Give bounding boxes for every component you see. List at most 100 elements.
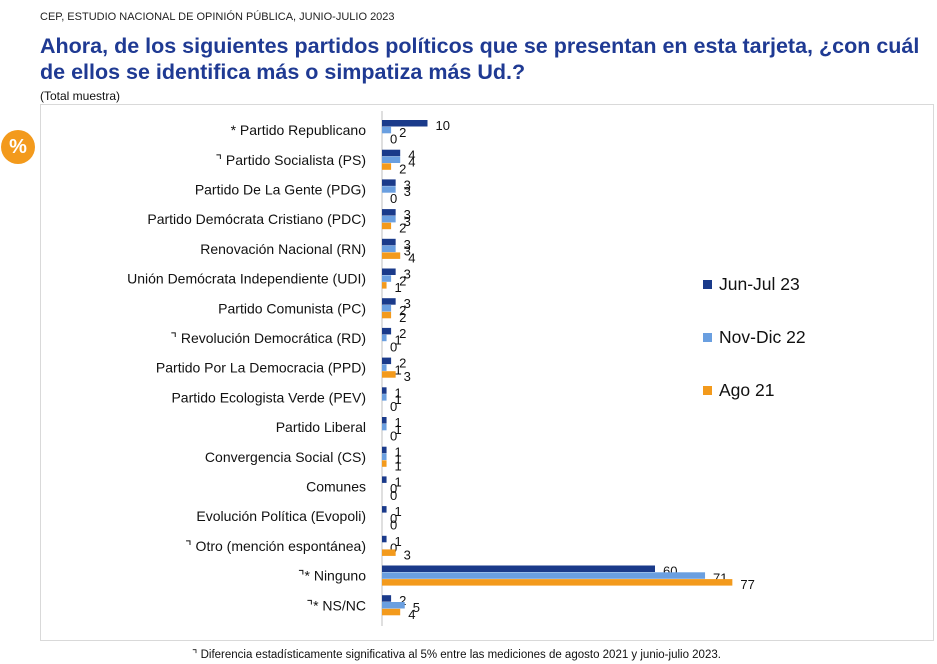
data-label: 1 (395, 504, 402, 519)
data-label: 3 (404, 369, 411, 384)
data-label: 4 (408, 250, 415, 265)
bar (382, 222, 392, 230)
bar (382, 565, 655, 572)
category-label: Partido Ecologista Verde (PEV) (171, 389, 366, 405)
legend-item-jun-jul-23: Jun-Jul 23 (703, 274, 800, 295)
data-label: 0 (390, 481, 397, 496)
data-label: 3 (404, 177, 411, 192)
data-label: 0 (390, 511, 397, 526)
data-label: 1 (395, 422, 402, 437)
category-label: Partido Demócrata Cristiano (PDC) (147, 211, 366, 227)
data-label: 1 (395, 445, 402, 460)
data-label: 0 (390, 132, 397, 147)
bar (382, 371, 396, 378)
legend-label-nov-dic-22: Nov-Dic 22 (719, 327, 806, 347)
data-label: 0 (390, 399, 397, 414)
bar (382, 535, 387, 543)
bar (382, 364, 387, 371)
data-label: 0 (390, 191, 397, 206)
legend-item-nov-dic-22: Nov-Dic 22 (703, 327, 806, 348)
data-label: 0 (390, 488, 397, 503)
bar (382, 572, 706, 579)
bar (382, 275, 392, 282)
category-label: Renovación Nacional (RN) (200, 241, 366, 257)
bar (382, 453, 387, 460)
data-label: 2 (399, 303, 406, 318)
data-label: 3 (404, 184, 411, 199)
category-label: Partido Liberal (276, 419, 366, 435)
bar (382, 186, 396, 193)
legend-swatch-nov-dic-22 (703, 333, 712, 342)
category-label: Partido De La Gente (PDG) (195, 181, 366, 197)
legend-swatch-jun-jul-23 (703, 280, 712, 289)
data-label: 2 (399, 310, 406, 325)
data-label: 4 (408, 148, 415, 163)
bar (382, 357, 392, 365)
category-label: ⌝ Revolución Democrática (RD) (170, 330, 366, 346)
data-label: 77 (740, 577, 754, 592)
data-label: 2 (399, 593, 406, 608)
bar (382, 163, 392, 170)
bar (382, 179, 396, 186)
source-line: CEP, ESTUDIO NACIONAL DE OPINIÓN PÚBLICA… (40, 11, 395, 23)
bar (382, 334, 387, 342)
data-label: 1 (395, 452, 402, 467)
data-label: 0 (390, 518, 397, 533)
category-label: Convergencia Social (CS) (205, 449, 366, 465)
category-label: ⌝ Partido Socialista (PS) (215, 152, 366, 168)
data-label: 1 (395, 385, 402, 400)
bar (382, 209, 396, 216)
footnote: ⌝ Diferencia estadísticamente significat… (192, 649, 721, 661)
bar (382, 268, 396, 275)
data-label: 1 (395, 362, 402, 377)
bar (382, 595, 392, 602)
data-label: 3 (404, 214, 411, 229)
data-label: 4 (408, 607, 415, 622)
data-label: 3 (404, 237, 411, 252)
bar (382, 120, 428, 127)
chart-subtitle: (Total muestra) (40, 89, 121, 103)
data-label: 1 (395, 333, 402, 348)
category-label: Partido Por La Democracia (PPD) (156, 360, 366, 376)
data-label: 1 (395, 458, 402, 473)
bar (382, 156, 401, 163)
bar (382, 394, 387, 401)
data-label: 1 (395, 534, 402, 549)
legend-label-ago-21: Ago 21 (719, 380, 775, 400)
data-label: 2 (399, 326, 406, 341)
bar (382, 476, 387, 483)
category-label: * Partido Republicano (231, 122, 367, 138)
legend-item-ago-21: Ago 21 (703, 380, 774, 401)
data-label: 0 (390, 429, 397, 444)
bar (382, 305, 392, 312)
data-label: 3 (404, 296, 411, 311)
data-label: 3 (404, 207, 411, 222)
data-label: 0 (390, 541, 397, 556)
bar (382, 252, 401, 259)
plot-area: * Partido Republicano 10 2 0 ⌝ Partido Socia… (40, 104, 934, 641)
bar (382, 579, 733, 586)
data-label: 4 (408, 155, 415, 170)
data-label: 2 (399, 161, 406, 176)
legend-label-jun-jul-23: Jun-Jul 23 (719, 274, 800, 294)
bar (382, 149, 401, 157)
data-label: 5 (413, 600, 420, 615)
bar (382, 423, 387, 431)
bar (382, 602, 405, 609)
legend-swatch-ago-21 (703, 386, 712, 395)
category-label: ⌝* Ninguno (298, 568, 366, 584)
category-label: Unión Demócrata Independiente (UDI) (127, 271, 366, 287)
bar (382, 446, 387, 454)
data-label: 2 (399, 125, 406, 140)
data-label: 10 (436, 118, 450, 133)
bar (382, 245, 396, 253)
bar (382, 387, 387, 394)
bar (382, 327, 392, 335)
bar (382, 282, 387, 289)
category-label: ⌝ Otro (mención espontánea) (185, 538, 366, 554)
data-label: 0 (390, 340, 397, 355)
data-label: 1 (395, 474, 402, 489)
data-label: 3 (404, 547, 411, 562)
percent-badge-icon: % (1, 130, 35, 164)
data-label: 1 (395, 280, 402, 295)
